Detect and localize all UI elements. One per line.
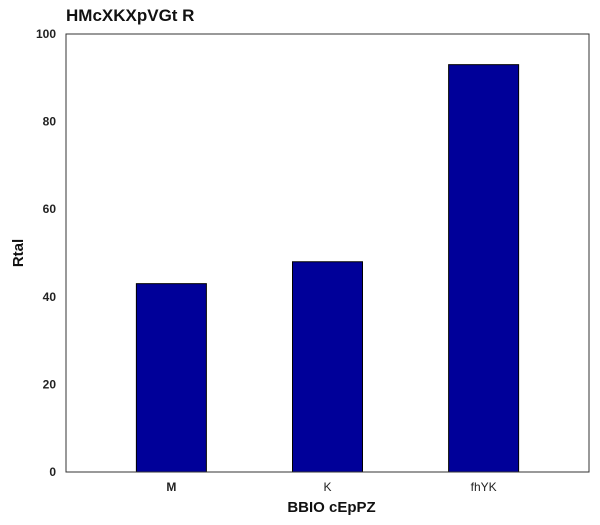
chart-title: HMcXKXpVGt R — [66, 6, 195, 25]
y-axis-ticks: 0 20 40 60 80 100 — [36, 27, 56, 479]
bar-1 — [292, 261, 363, 473]
y-tick-label: 100 — [36, 27, 56, 41]
y-tick-label: 0 — [49, 465, 56, 479]
y-tick-label: 80 — [43, 115, 57, 129]
x-axis-label: BBIO cEpPZ — [287, 499, 375, 516]
y-axis-label: Rtal — [10, 239, 27, 267]
plot-frame — [65, 33, 590, 473]
y-tick-label: 20 — [43, 377, 57, 391]
bar-2 — [448, 64, 520, 473]
bars-layer — [135, 64, 520, 473]
y-tick-label: 40 — [43, 290, 57, 304]
x-tick-label: M — [166, 480, 176, 494]
x-tick-label: fhYK — [471, 480, 497, 494]
y-tick-label: 60 — [43, 202, 57, 216]
x-tick-label: K — [323, 480, 331, 494]
bar-0 — [135, 283, 207, 473]
